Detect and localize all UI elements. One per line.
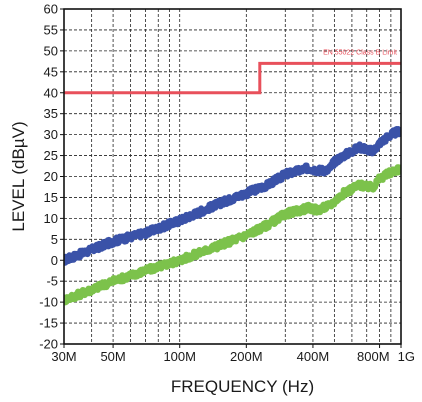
y-tick-label: 55: [44, 22, 58, 37]
y-axis-title: LEVEL (dBµV): [9, 121, 28, 231]
x-tick-label: 100M: [163, 349, 196, 364]
x-tick-label: 400M: [297, 349, 330, 364]
y-tick-label: 30: [44, 127, 58, 142]
y-tick-label: 40: [44, 85, 58, 100]
limit-line: [64, 61, 401, 95]
x-tick-label: 200M: [230, 349, 263, 364]
series-group: [64, 61, 401, 306]
y-tick-label: -15: [39, 316, 58, 331]
x-tick-label: 30M: [51, 349, 76, 364]
x-tick-label: 50M: [100, 349, 125, 364]
series-trace-green: [64, 164, 401, 306]
limit-line-label: EN 55022 Class B Limit: [323, 49, 397, 56]
y-tick-label: -5: [46, 274, 58, 289]
y-tick-label: 10: [44, 211, 58, 226]
x-tick-label: 800M: [357, 349, 390, 364]
x-axis-title: FREQUENCY (Hz): [171, 377, 314, 396]
y-tick-label: 20: [44, 169, 58, 184]
y-tick-label: -10: [39, 295, 58, 310]
y-tick-label: 15: [44, 190, 58, 205]
x-tick-label: 1G: [398, 349, 415, 364]
series-trace-blue: [64, 126, 401, 266]
y-tick-label: 60: [44, 2, 58, 17]
y-tick-label: 45: [44, 64, 58, 79]
y-tick-label: 50: [44, 43, 58, 58]
y-tick-label: 25: [44, 148, 58, 163]
plot-area: -20 -15 -10 -5 0 5 10 15 20 25 30 35 40 45 50 55 60 30M 50…: [39, 2, 415, 365]
y-tick-label: 0: [51, 253, 58, 268]
y-tick-label: -20: [39, 337, 58, 352]
y-tick-label: 5: [51, 232, 58, 247]
y-tick-label: 35: [44, 106, 58, 121]
